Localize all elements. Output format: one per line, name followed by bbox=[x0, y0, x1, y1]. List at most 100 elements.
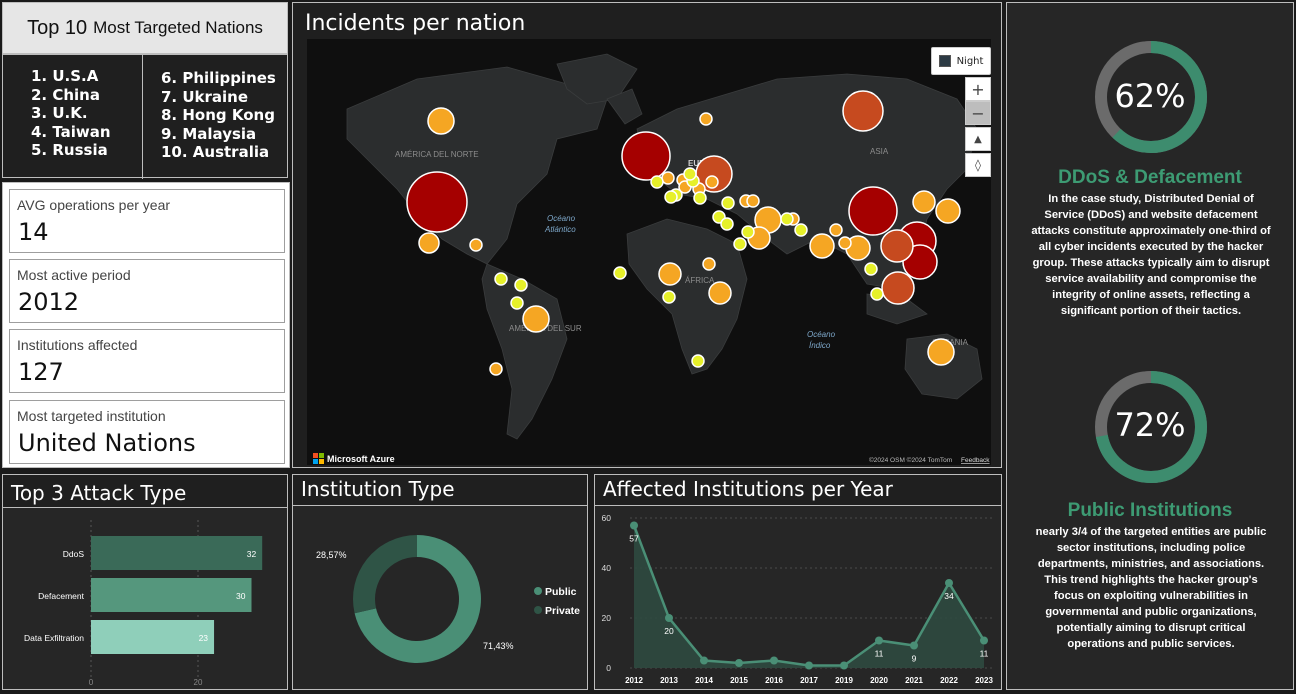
bubble-brazil[interactable] bbox=[522, 305, 550, 333]
top10-item: 5. Russia bbox=[31, 141, 108, 159]
map-label-asia: ASIA bbox=[870, 147, 889, 156]
year-point[interactable] bbox=[805, 661, 813, 670]
institution-type-svg: 71,43% 28,57% Public Private bbox=[316, 535, 580, 663]
top10-item: 10. Australia bbox=[161, 143, 270, 161]
bubble[interactable] bbox=[864, 262, 878, 276]
map-label-africa: ÁFRICA bbox=[685, 276, 715, 285]
bubble[interactable] bbox=[664, 190, 678, 204]
ddos-percent: 62% bbox=[1114, 77, 1186, 115]
bubble-usa[interactable] bbox=[406, 171, 468, 233]
year-point[interactable] bbox=[770, 656, 778, 665]
bubble[interactable] bbox=[650, 175, 664, 189]
attack-bar[interactable] bbox=[91, 536, 263, 570]
tilt-icon: ▲ bbox=[974, 133, 982, 145]
bubble[interactable] bbox=[912, 190, 936, 214]
bubble[interactable] bbox=[661, 171, 675, 185]
zoom-out-button[interactable]: − bbox=[965, 101, 991, 125]
bubble[interactable] bbox=[794, 223, 808, 237]
legend-label: Public bbox=[545, 586, 577, 598]
incident-bubbles bbox=[406, 90, 961, 376]
bubble[interactable] bbox=[720, 217, 734, 231]
year-point[interactable] bbox=[980, 636, 988, 645]
bubble[interactable] bbox=[514, 278, 528, 292]
bubble-uk[interactable] bbox=[621, 131, 671, 181]
bubble[interactable] bbox=[838, 236, 852, 250]
bubble[interactable] bbox=[741, 225, 755, 239]
bubble[interactable] bbox=[702, 257, 716, 271]
bubble-hong-kong[interactable] bbox=[880, 229, 914, 263]
bubble[interactable] bbox=[510, 296, 524, 310]
institution-type-chart: 71,43% 28,57% Public Private bbox=[293, 505, 587, 689]
bubble[interactable] bbox=[721, 196, 735, 210]
bubble[interactable] bbox=[489, 362, 503, 376]
kpi-card-most-targeted-institution: Most targeted institution United Nations bbox=[9, 400, 285, 464]
year-point[interactable] bbox=[700, 656, 708, 665]
year-svg: 0 20 40 60 2012 57 2013 20 2014 2015 2016 2017 2019 2… bbox=[602, 513, 994, 685]
ring-progress bbox=[1095, 371, 1207, 483]
bubble[interactable] bbox=[870, 287, 884, 301]
year-point[interactable] bbox=[840, 661, 848, 670]
kpi-panel: AVG operations per year 14 Most active p… bbox=[2, 182, 290, 468]
year-point[interactable] bbox=[665, 614, 673, 622]
bubble[interactable] bbox=[494, 272, 508, 286]
year-point[interactable] bbox=[735, 659, 743, 667]
year-point[interactable] bbox=[630, 521, 638, 530]
bubble[interactable] bbox=[780, 212, 794, 226]
bubble[interactable] bbox=[935, 198, 961, 224]
bubble[interactable] bbox=[658, 262, 682, 286]
map-feedback-link[interactable]: Feedback bbox=[961, 457, 990, 464]
bubble[interactable] bbox=[691, 354, 705, 368]
map-style-button[interactable]: Night bbox=[931, 47, 991, 75]
map-label-ocean-atlantic-1: Océano bbox=[547, 214, 576, 223]
world-map[interactable]: Océano Atlántico Océano Índico AMÉRICA D… bbox=[307, 39, 991, 465]
year-point[interactable] bbox=[945, 579, 953, 587]
public-body: nearly 3/4 of the targeted entities are … bbox=[1035, 526, 1267, 650]
bubble-russia[interactable] bbox=[842, 90, 884, 132]
year-point[interactable] bbox=[910, 641, 918, 650]
bubble[interactable] bbox=[708, 281, 732, 305]
map-attribution: ©2024 OSM ©2024 TomTom bbox=[869, 456, 952, 464]
top10-item: 7. Ukraine bbox=[161, 87, 249, 106]
year-x-tick-label: 2022 bbox=[940, 676, 958, 685]
bubble[interactable] bbox=[733, 237, 747, 251]
map-label-ocean-indian-2: Índico bbox=[809, 341, 831, 350]
bubble[interactable] bbox=[683, 167, 697, 181]
year-y-tick-label: 0 bbox=[606, 663, 611, 673]
donut-slice[interactable] bbox=[353, 535, 417, 614]
bubble[interactable] bbox=[662, 290, 676, 304]
bubble[interactable] bbox=[693, 191, 707, 205]
ring-progress bbox=[1095, 41, 1207, 153]
top10-item: 8. Hong Kong bbox=[161, 106, 275, 124]
bubble[interactable] bbox=[746, 194, 760, 208]
legend-swatch bbox=[534, 606, 542, 614]
map-panel: Incidents per nation Océano Atlántico Oc… bbox=[292, 2, 1002, 468]
map-label-ocean-indian-1: Océano bbox=[807, 330, 836, 339]
tilt-button[interactable]: ▲ bbox=[965, 127, 991, 151]
year-point[interactable] bbox=[875, 636, 883, 645]
bubble-china[interactable] bbox=[848, 186, 898, 236]
kpi-label: AVG operations per year bbox=[17, 197, 171, 213]
attack-tick-label: 0 bbox=[89, 678, 94, 687]
year-x-tick-label: 2020 bbox=[870, 676, 888, 685]
bubble-australia[interactable] bbox=[927, 338, 955, 366]
bubble-canada[interactable] bbox=[427, 107, 455, 135]
bubble[interactable] bbox=[469, 238, 483, 252]
top10-item: 1. U.S.A bbox=[31, 67, 99, 85]
bubble-mexico[interactable] bbox=[418, 232, 440, 254]
year-x-tick-label: 2016 bbox=[765, 676, 783, 685]
bubble[interactable] bbox=[699, 112, 713, 126]
bubble[interactable] bbox=[705, 175, 719, 189]
zoom-in-button[interactable]: + bbox=[965, 77, 991, 101]
bubble[interactable] bbox=[829, 223, 843, 237]
compass-button[interactable]: ◊ bbox=[965, 153, 991, 177]
attack-bar[interactable] bbox=[91, 578, 252, 612]
bubble-malaysia[interactable] bbox=[881, 271, 915, 305]
attack-bar[interactable] bbox=[91, 620, 215, 654]
ddos-ring bbox=[1095, 41, 1207, 153]
donut-value-label: 28,57% bbox=[316, 550, 347, 560]
kpi-value: United Nations bbox=[18, 429, 196, 457]
donut-slice[interactable] bbox=[354, 535, 481, 663]
bubble[interactable] bbox=[613, 266, 627, 280]
bubble[interactable] bbox=[809, 233, 835, 259]
kpi-card-institutions-affected: Institutions affected 127 bbox=[9, 329, 285, 393]
